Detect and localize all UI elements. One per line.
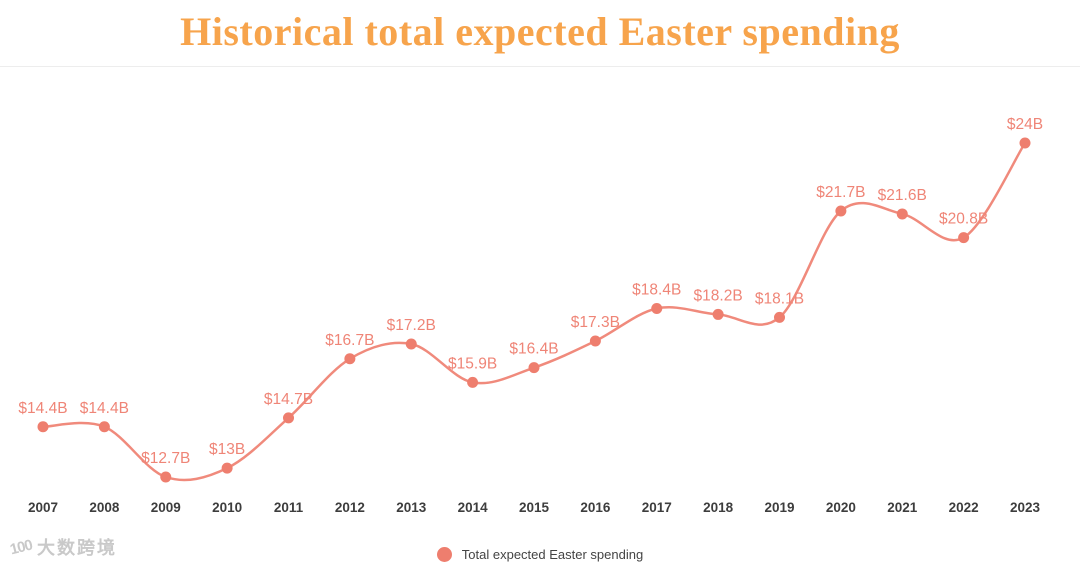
x-axis-label: 2023 — [1010, 500, 1041, 515]
x-axis-label: 2022 — [949, 500, 979, 515]
data-point — [283, 412, 294, 424]
data-point — [774, 311, 785, 323]
data-point-label: $18.4B — [632, 282, 681, 299]
x-axis-label: 2020 — [826, 500, 856, 515]
data-point — [1019, 137, 1031, 149]
x-axis-label: 2007 — [28, 500, 58, 515]
x-axis-label: 2016 — [580, 500, 611, 515]
x-axis-label: 2019 — [764, 500, 794, 515]
x-axis-label: 2011 — [274, 500, 304, 515]
data-point — [958, 232, 970, 244]
data-point — [221, 462, 233, 474]
data-point-label: $14.4B — [18, 400, 67, 417]
x-axis-label: 2015 — [519, 500, 550, 515]
data-point-label: $24B — [1007, 116, 1043, 133]
watermark-logo-icon: 100 — [8, 536, 34, 558]
x-axis-label: 2017 — [642, 500, 672, 515]
legend-dot — [436, 547, 452, 562]
x-axis-label: 2008 — [89, 500, 120, 515]
data-point — [37, 421, 49, 433]
x-axis-label: 2010 — [212, 500, 242, 515]
chart-svg: $14.4B $14.4B $12.7B $13B $14.7B $16.7B $17.2B… — [18, 116, 1043, 515]
data-point-label: $16.7B — [325, 332, 374, 349]
data-point-label: $21.7B — [816, 184, 865, 201]
data-point — [589, 335, 601, 347]
x-axis-label: 2021 — [887, 500, 918, 515]
x-axis-label: 2012 — [335, 500, 365, 515]
legend-label: Total expected Easter spending — [461, 547, 644, 562]
data-point — [98, 421, 110, 433]
data-point — [651, 303, 663, 315]
watermark: 100 大数跨境 — [8, 534, 118, 560]
data-point-label: $18.1B — [755, 290, 804, 307]
data-point — [344, 353, 356, 365]
data-point — [160, 471, 172, 483]
data-point — [835, 205, 847, 217]
data-point-label: $13B — [209, 441, 245, 458]
data-point-label: $18.2B — [694, 287, 743, 304]
data-point-label: $14.4B — [80, 400, 129, 417]
data-point — [467, 376, 479, 388]
data-point — [405, 338, 417, 350]
line-chart: $14.4B $14.4B $12.7B $13B $14.7B $16.7B $17.2B… — [0, 70, 1080, 530]
data-point-label: $15.9B — [448, 355, 497, 372]
data-point-label: $20.8B — [939, 211, 988, 228]
data-point-label: $21.6B — [878, 187, 927, 204]
data-point — [896, 208, 908, 220]
data-point-label: $17.2B — [387, 317, 436, 334]
x-axis-label: 2009 — [151, 500, 181, 515]
data-point — [712, 308, 724, 320]
data-point-label: $14.7B — [264, 391, 313, 408]
data-point — [528, 362, 540, 374]
legend: Total expected Easter spending — [0, 547, 1080, 562]
page-title: Historical total expected Easter spendin… — [180, 9, 900, 54]
x-axis-label: 2013 — [396, 500, 427, 515]
watermark-text: 大数跨境 — [37, 538, 118, 558]
data-point-label: $16.4B — [509, 341, 558, 358]
data-point-label: $17.3B — [571, 314, 620, 331]
data-point-label: $12.7B — [141, 450, 190, 467]
x-axis-label: 2018 — [703, 500, 734, 515]
title-divider — [0, 66, 1080, 67]
x-axis-label: 2014 — [458, 500, 489, 515]
